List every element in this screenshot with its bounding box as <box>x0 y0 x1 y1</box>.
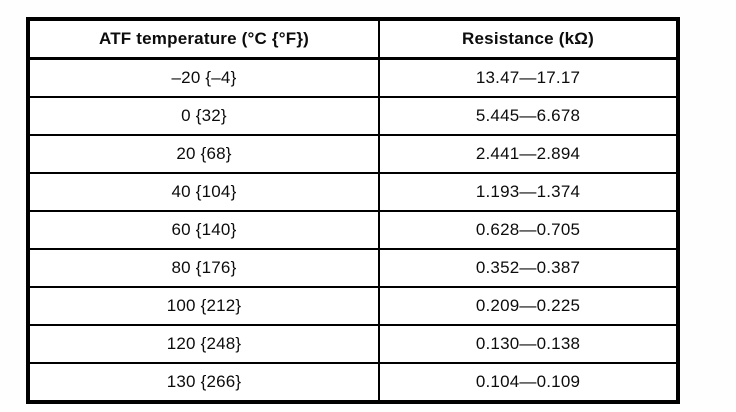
resistance-cell: 0.628—0.705 <box>378 210 679 250</box>
table-row: 130 {266} 0.104—0.109 <box>27 362 679 403</box>
temperature-cell: 40 {104} <box>27 172 380 212</box>
resistance-cell: 1.193—1.374 <box>378 172 679 212</box>
resistance-cell: 0.209—0.225 <box>378 286 679 326</box>
temperature-cell: 0 {32} <box>27 96 380 136</box>
resistance-cell: 2.441—2.894 <box>378 134 679 174</box>
table-body: –20 {–4} 13.47—17.17 0 {32} 5.445—6.678 20 {… <box>27 57 679 403</box>
table-row: 100 {212} 0.209—0.225 <box>27 286 679 326</box>
table-row: 0 {32} 5.445—6.678 <box>27 96 679 136</box>
temperature-cell: 60 {140} <box>27 210 380 250</box>
table-row: 60 {140} 0.628—0.705 <box>27 210 679 250</box>
table-header: ATF temperature (°C {°F}) Resistance (kΩ… <box>27 18 679 60</box>
resistance-cell: 5.445—6.678 <box>378 96 679 136</box>
temperature-column-header: ATF temperature (°C {°F}) <box>27 18 380 60</box>
temperature-cell: 120 {248} <box>27 324 380 364</box>
temperature-cell: –20 {–4} <box>27 57 380 98</box>
table-row: 20 {68} 2.441—2.894 <box>27 134 679 174</box>
atf-resistance-table: ATF temperature (°C {°F}) Resistance (kΩ… <box>26 17 680 404</box>
resistance-cell: 0.104—0.109 <box>378 362 679 403</box>
header-row: ATF temperature (°C {°F}) Resistance (kΩ… <box>27 18 679 60</box>
table-row: –20 {–4} 13.47—17.17 <box>27 57 679 98</box>
temperature-cell: 100 {212} <box>27 286 380 326</box>
resistance-cell: 13.47—17.17 <box>378 57 679 98</box>
table-row: 40 {104} 1.193—1.374 <box>27 172 679 212</box>
temperature-cell: 20 {68} <box>27 134 380 174</box>
resistance-cell: 0.130—0.138 <box>378 324 679 364</box>
temperature-cell: 130 {266} <box>27 362 380 403</box>
table-row: 120 {248} 0.130—0.138 <box>27 324 679 364</box>
resistance-column-header: Resistance (kΩ) <box>378 18 679 60</box>
table-row: 80 {176} 0.352—0.387 <box>27 248 679 288</box>
resistance-cell: 0.352—0.387 <box>378 248 679 288</box>
temperature-cell: 80 {176} <box>27 248 380 288</box>
